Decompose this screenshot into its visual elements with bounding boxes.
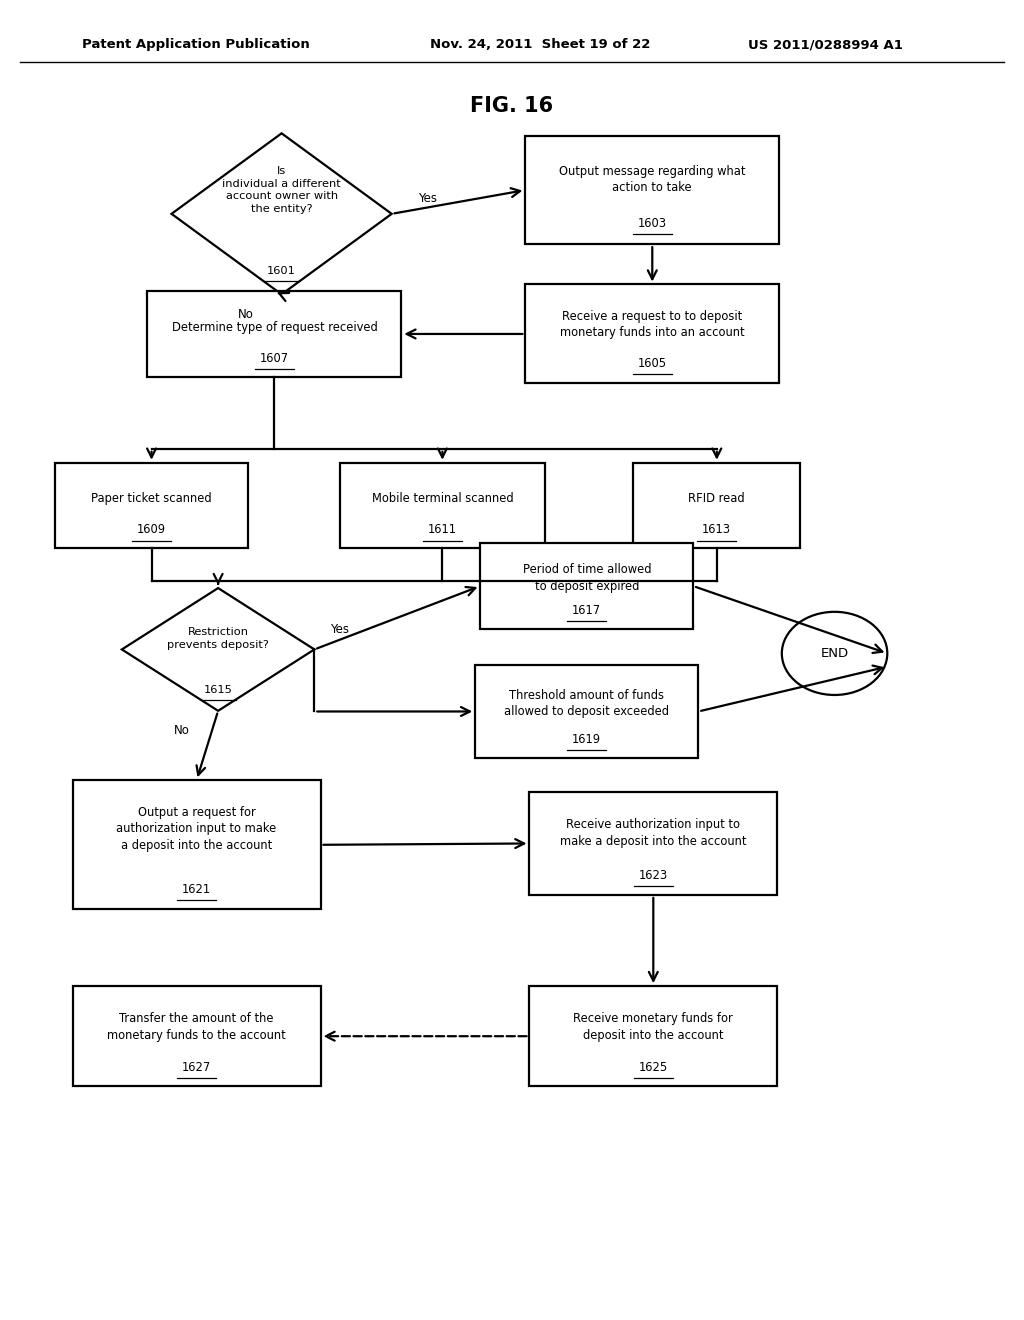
Text: Nov. 24, 2011  Sheet 19 of 22: Nov. 24, 2011 Sheet 19 of 22 bbox=[430, 38, 650, 51]
Text: Receive monetary funds for
deposit into the account: Receive monetary funds for deposit into … bbox=[573, 1012, 733, 1041]
Text: 1625: 1625 bbox=[639, 1061, 668, 1074]
Text: 1611: 1611 bbox=[428, 524, 457, 536]
Polygon shape bbox=[122, 589, 314, 710]
Bar bbox=[480, 544, 693, 628]
Text: 1627: 1627 bbox=[182, 1061, 211, 1074]
Ellipse shape bbox=[782, 611, 887, 694]
Text: 1617: 1617 bbox=[572, 605, 601, 616]
Text: Receive authorization input to
make a deposit into the account: Receive authorization input to make a de… bbox=[560, 818, 746, 847]
Bar bbox=[73, 780, 321, 909]
Text: Yes: Yes bbox=[331, 623, 349, 636]
Text: Output message regarding what
action to take: Output message regarding what action to … bbox=[559, 165, 745, 194]
Text: Patent Application Publication: Patent Application Publication bbox=[82, 38, 309, 51]
Bar bbox=[529, 986, 777, 1086]
Text: Transfer the amount of the
monetary funds to the account: Transfer the amount of the monetary fund… bbox=[108, 1012, 286, 1041]
Text: 1621: 1621 bbox=[182, 883, 211, 896]
Text: FIG. 16: FIG. 16 bbox=[470, 95, 554, 116]
Text: 1601: 1601 bbox=[267, 265, 296, 276]
Text: No: No bbox=[174, 725, 190, 737]
Text: Yes: Yes bbox=[418, 191, 437, 205]
Text: 1613: 1613 bbox=[702, 524, 731, 536]
Text: RFID read: RFID read bbox=[688, 492, 745, 506]
Text: 1607: 1607 bbox=[260, 352, 289, 364]
Text: Determine type of request received: Determine type of request received bbox=[172, 321, 377, 334]
Text: 1623: 1623 bbox=[639, 869, 668, 882]
Text: Output a request for
authorization input to make
a deposit into the account: Output a request for authorization input… bbox=[117, 807, 276, 851]
Text: END: END bbox=[820, 647, 849, 660]
Bar bbox=[529, 792, 777, 895]
Text: Paper ticket scanned: Paper ticket scanned bbox=[91, 492, 212, 506]
Text: Restriction
prevents deposit?: Restriction prevents deposit? bbox=[167, 627, 269, 651]
Bar bbox=[525, 136, 779, 244]
Text: 1603: 1603 bbox=[638, 216, 667, 230]
Bar bbox=[147, 290, 401, 378]
Bar bbox=[340, 462, 545, 549]
Text: 1619: 1619 bbox=[572, 734, 601, 746]
Text: Is
individual a different
account owner with
the entity?: Is individual a different account owner … bbox=[222, 166, 341, 214]
Text: Receive a request to to deposit
monetary funds into an account: Receive a request to to deposit monetary… bbox=[560, 310, 744, 339]
Bar bbox=[633, 462, 801, 549]
Bar bbox=[73, 986, 321, 1086]
Text: 1615: 1615 bbox=[204, 685, 232, 694]
Bar bbox=[55, 462, 248, 549]
Text: 1609: 1609 bbox=[137, 524, 166, 536]
Text: Period of time allowed
to deposit expired: Period of time allowed to deposit expire… bbox=[522, 564, 651, 593]
Text: US 2011/0288994 A1: US 2011/0288994 A1 bbox=[748, 38, 902, 51]
Text: No: No bbox=[238, 308, 254, 321]
Text: 1605: 1605 bbox=[638, 358, 667, 370]
Polygon shape bbox=[172, 133, 391, 294]
Text: Threshold amount of funds
allowed to deposit exceeded: Threshold amount of funds allowed to dep… bbox=[504, 689, 670, 718]
Bar bbox=[475, 664, 698, 758]
Bar bbox=[525, 285, 779, 383]
Text: Mobile terminal scanned: Mobile terminal scanned bbox=[372, 492, 513, 506]
